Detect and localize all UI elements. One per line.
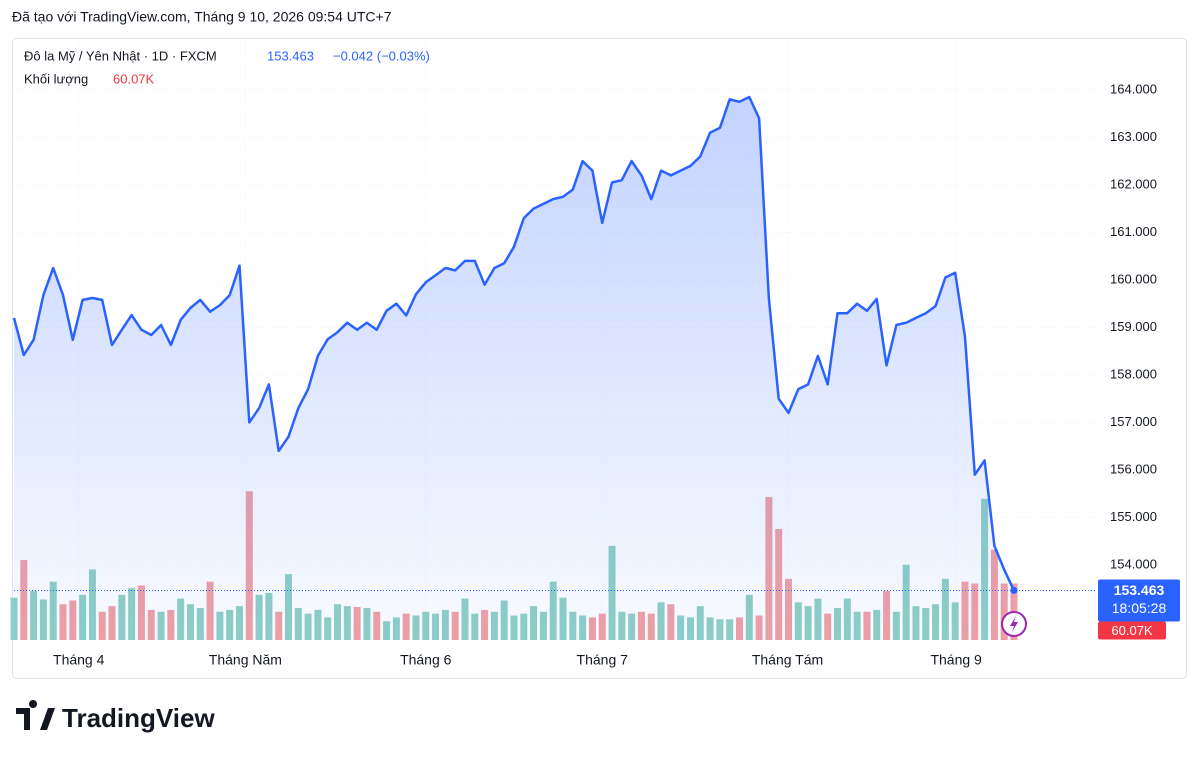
last-point — [1010, 586, 1018, 594]
x-tick-label: Tháng 6 — [400, 652, 452, 668]
icon-bolt — [1010, 616, 1018, 632]
volume-tag — [1098, 621, 1166, 640]
y-tick-label: 164.000 — [1110, 81, 1157, 96]
y-tick-label: 161.000 — [1110, 224, 1157, 239]
x-tick-label: Tháng 7 — [577, 652, 629, 668]
last-price-legend: 153.463 — [267, 48, 314, 63]
frame — [12, 38, 1187, 679]
y-tick-label: 155.000 — [1110, 509, 1157, 524]
x-tick-label: Tháng Tám — [752, 652, 823, 668]
y-tick-label: 160.000 — [1110, 271, 1157, 286]
price-tag — [1098, 579, 1180, 622]
change: −0.042 (−0.03%) — [333, 48, 430, 63]
volume-tag-value: 60.07K — [1111, 623, 1153, 638]
price-line — [12, 95, 1016, 592]
logo: TradingView — [16, 699, 215, 733]
y-tick-label: 163.000 — [1110, 129, 1157, 144]
volume-legend: 60.07K — [113, 71, 155, 86]
area — [14, 97, 1014, 640]
plot — [12, 95, 1096, 640]
x-tick-label: Tháng 9 — [930, 652, 982, 668]
y-tick-label: 159.000 — [1110, 319, 1157, 334]
y-tick-label: 157.000 — [1110, 414, 1157, 429]
x-tick-label: Tháng 4 — [53, 652, 105, 668]
volume-title: Khối lượng — [24, 71, 88, 86]
y-tick-label: 162.000 — [1110, 176, 1157, 191]
price-tag-time: 18:05:28 — [1112, 600, 1167, 616]
y-tick-label: 158.000 — [1110, 366, 1157, 381]
y-tick-label: 154.000 — [1110, 556, 1157, 571]
lightning-icon[interactable] — [1001, 611, 1027, 637]
price-tag-value: 153.463 — [1114, 582, 1165, 598]
x-tick-label: Tháng Năm — [209, 652, 282, 668]
y-tick-label: 156.000 — [1110, 461, 1157, 476]
symbol: Đô la Mỹ / Yên Nhật · 1D · FXCM — [24, 48, 217, 63]
logo-text: TradingView — [62, 703, 215, 733]
logo-mark — [16, 699, 55, 730]
header: Đã tạo với TradingView.com, Tháng 9 10, … — [12, 9, 392, 25]
